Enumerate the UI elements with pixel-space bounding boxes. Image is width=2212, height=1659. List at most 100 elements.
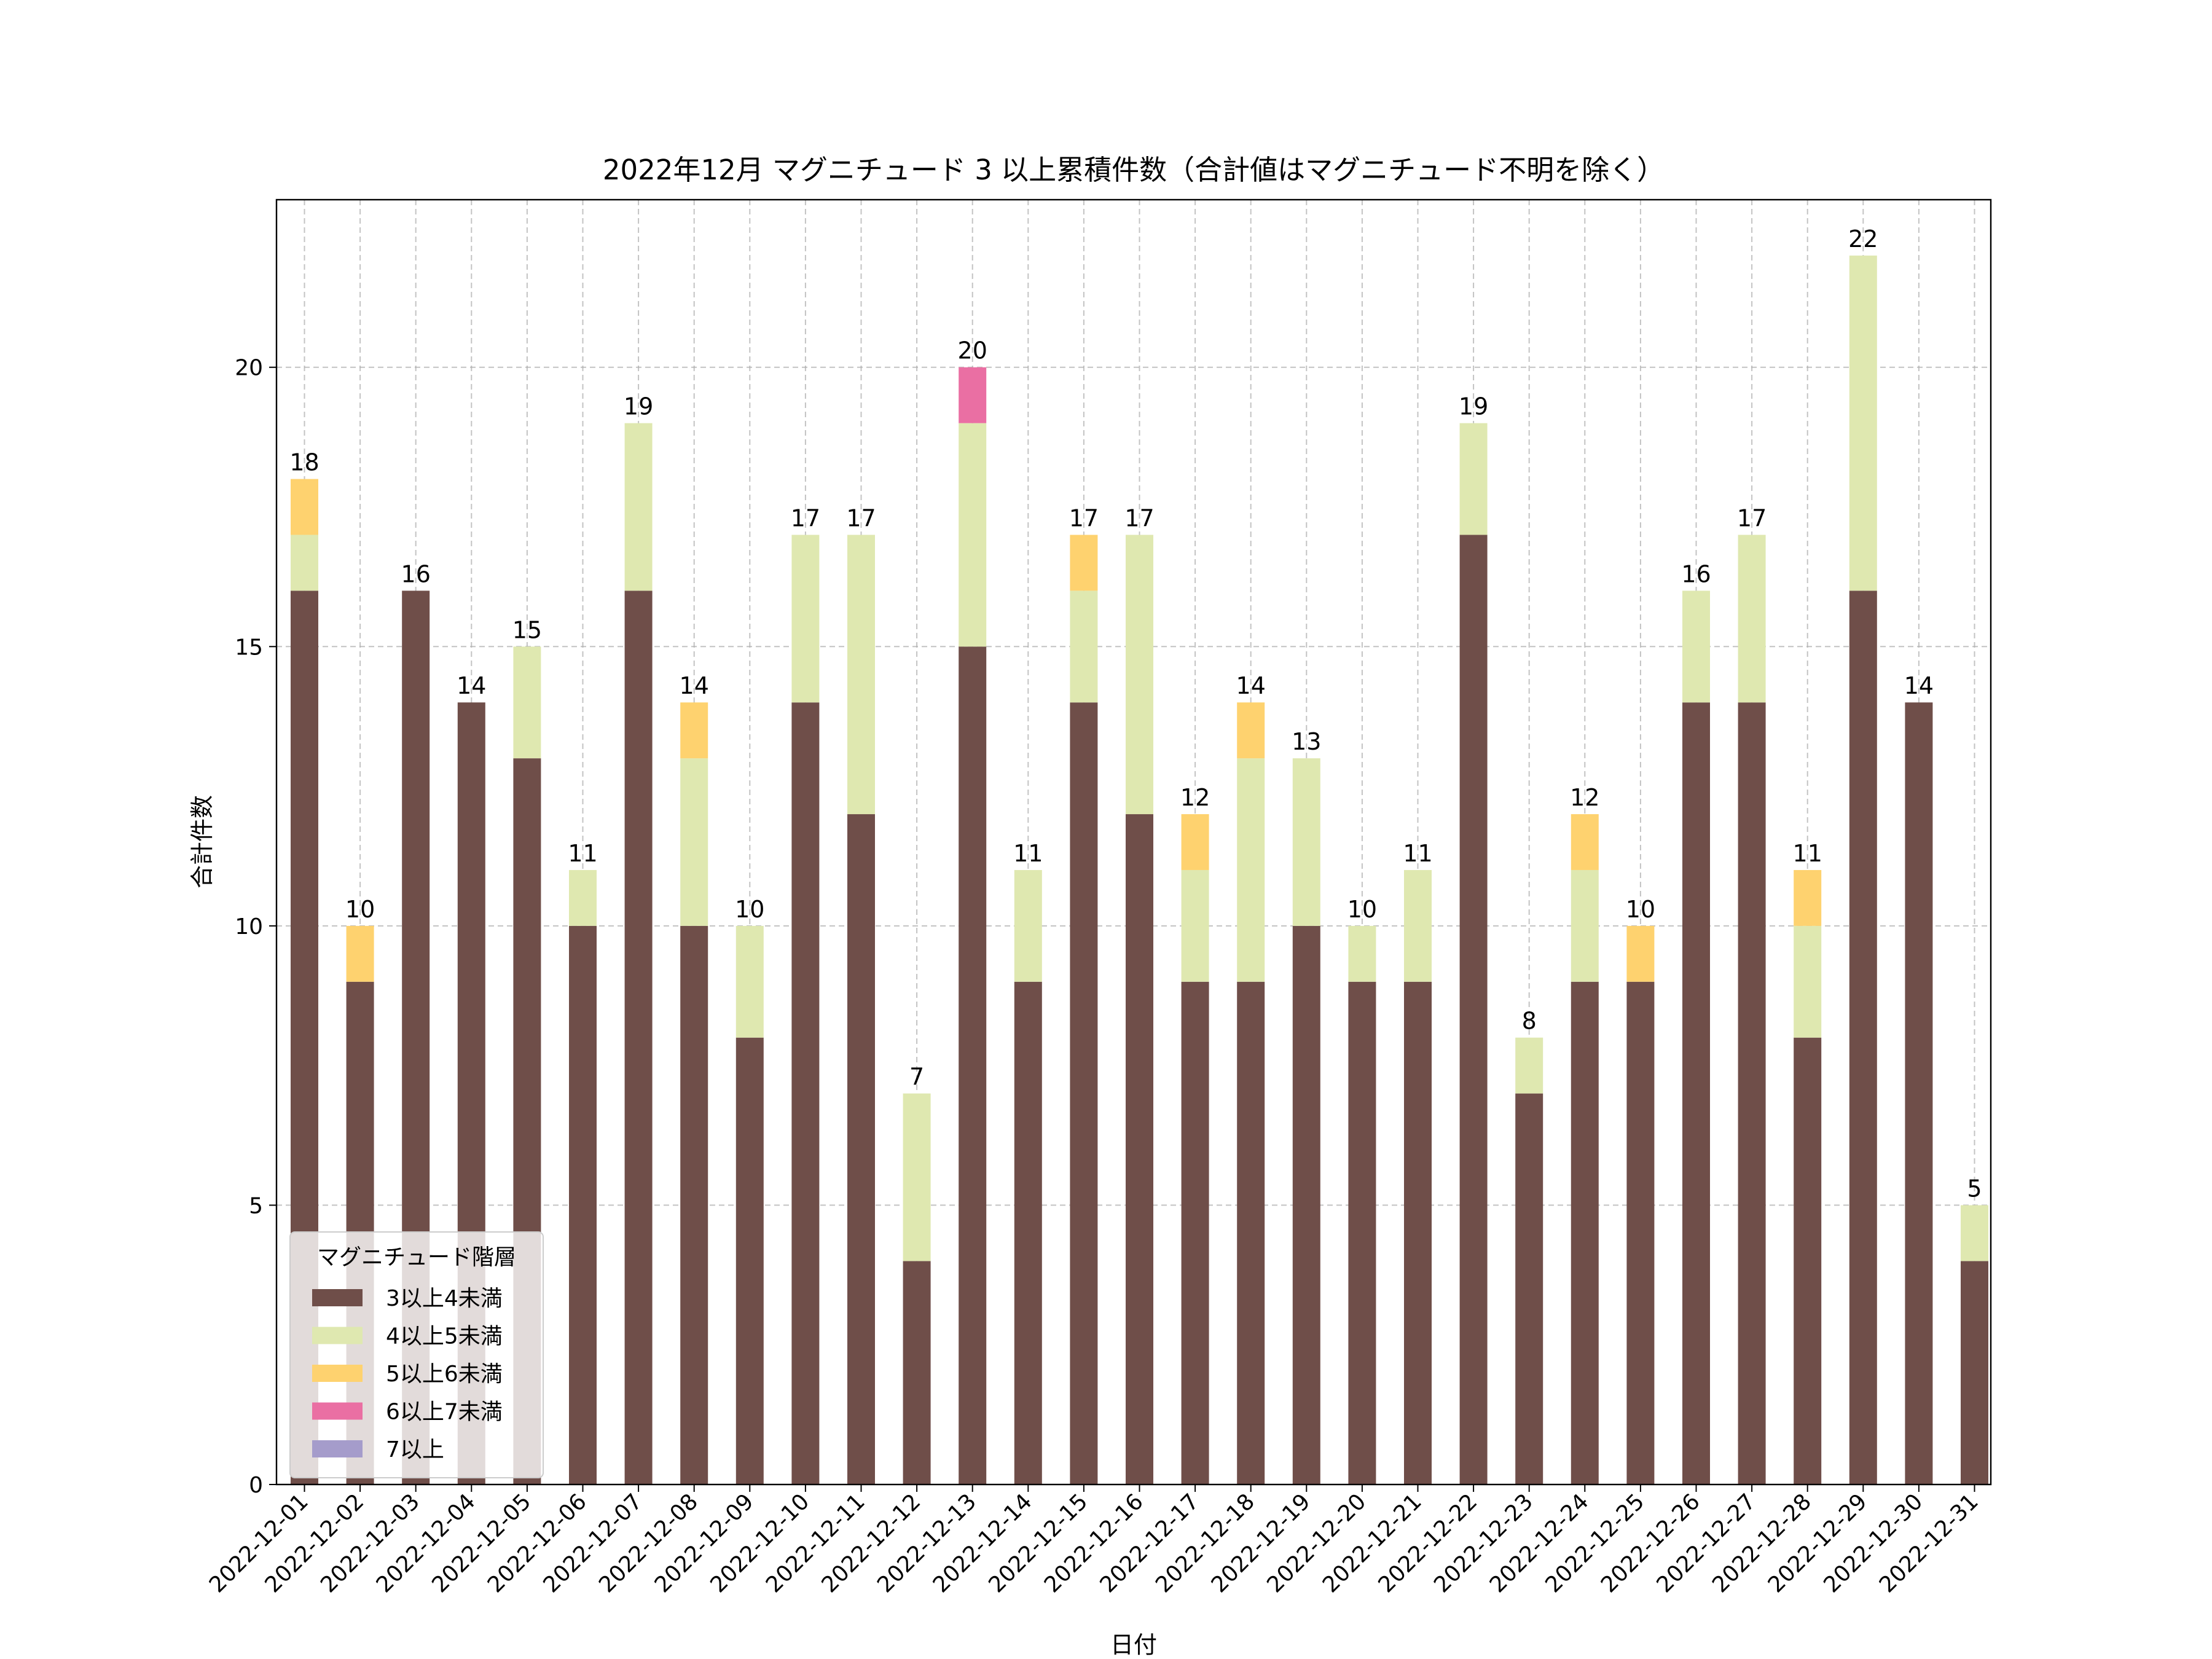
total-label: 5 [1967, 1175, 1982, 1202]
bar-segment-2022-12-25-series-2 [1626, 925, 1655, 982]
legend: マグニチュード階層 3以上4未満 4以上5未満 5以上6未満 6以上7未満 7以上 [289, 1231, 544, 1478]
legend-swatch-3 [312, 1402, 363, 1420]
legend-label-2: 5以上6未満 [386, 1362, 503, 1387]
bar-segment-2022-12-24-series-0 [1571, 981, 1599, 1484]
bar-segment-2022-12-19-series-1 [1292, 758, 1320, 926]
x-axis-label: 日付 [1110, 1631, 1157, 1658]
total-label: 11 [568, 840, 597, 867]
bar-segment-2022-12-18-series-2 [1237, 702, 1265, 759]
bar-segment-2022-12-28-series-0 [1794, 1037, 1822, 1484]
legend-swatch-2 [312, 1365, 363, 1382]
legend-label-0: 3以上4未満 [386, 1286, 503, 1311]
bar-segment-2022-12-11-series-1 [847, 535, 875, 815]
bar-segment-2022-12-01-series-1 [291, 535, 318, 591]
bar-segment-2022-12-17-series-2 [1181, 814, 1209, 870]
bar-segment-2022-12-14-series-1 [1014, 869, 1042, 982]
legend-swatch-0 [312, 1289, 363, 1306]
y-tick-label: 0 [249, 1473, 263, 1498]
bar-segment-2022-12-08-series-0 [680, 925, 708, 1484]
bar-segment-2022-12-15-series-1 [1070, 590, 1098, 703]
total-label: 16 [401, 560, 431, 587]
bar-segment-2022-12-08-series-2 [680, 702, 708, 759]
bar-segment-2022-12-17-series-0 [1181, 981, 1209, 1484]
bar-segment-2022-12-20-series-0 [1348, 981, 1376, 1484]
bar-segment-2022-12-26-series-0 [1682, 702, 1710, 1484]
total-label: 20 [958, 337, 987, 364]
bar-segment-2022-12-18-series-1 [1237, 758, 1265, 982]
total-label: 14 [457, 672, 486, 699]
bar-segment-2022-12-11-series-0 [847, 814, 875, 1484]
bar-segment-2022-12-10-series-1 [791, 535, 820, 703]
bar-segment-2022-12-13-series-1 [959, 423, 987, 647]
total-label: 22 [1848, 226, 1878, 253]
total-label: 11 [1793, 840, 1822, 867]
bar-segment-2022-12-15-series-0 [1070, 702, 1098, 1484]
bar-segment-2022-12-21-series-1 [1404, 869, 1432, 982]
bar-segment-2022-12-31-series-1 [1961, 1205, 1988, 1261]
total-label: 19 [1459, 393, 1488, 420]
total-label: 17 [1069, 504, 1099, 531]
totals-layer: 18 10 16 14 15 11 19 14 10 17 17 7 20 11 17 17 12 14 13 10 1… [289, 226, 1982, 1202]
total-label: 12 [1570, 784, 1599, 811]
plot-frame [275, 198, 1992, 1486]
bar-segment-2022-12-21-series-0 [1404, 981, 1432, 1484]
total-label: 14 [680, 672, 709, 699]
total-label: 12 [1180, 784, 1210, 811]
bar-segment-2022-12-22-series-1 [1459, 423, 1488, 535]
legend-label-1: 4以上5未満 [386, 1324, 503, 1349]
bar-segment-2022-12-10-series-0 [791, 702, 820, 1484]
total-label: 14 [1904, 672, 1934, 699]
total-label: 13 [1292, 728, 1321, 755]
bar-segment-2022-12-23-series-1 [1515, 1037, 1543, 1094]
total-label: 10 [1347, 896, 1377, 923]
total-label: 18 [289, 449, 319, 476]
total-label: 15 [512, 616, 542, 643]
bar-segment-2022-12-13-series-3 [959, 367, 987, 423]
bar-segment-2022-12-19-series-0 [1292, 925, 1320, 1484]
bar-segment-2022-12-29-series-1 [1849, 255, 1877, 591]
bar-segment-2022-12-27-series-0 [1738, 702, 1766, 1484]
bar-segment-2022-12-07-series-1 [624, 423, 653, 591]
legend-label-4: 7以上 [386, 1437, 444, 1462]
legend-entries: 3以上4未満 4以上5未満 5以上6未満 6以上7未満 7以上 [312, 1286, 503, 1462]
bar-segment-2022-12-26-series-1 [1682, 590, 1710, 703]
bar-segment-2022-12-24-series-1 [1571, 869, 1599, 982]
bar-segment-2022-12-29-series-0 [1849, 590, 1877, 1484]
legend-swatch-1 [312, 1327, 363, 1344]
bar-segment-2022-12-24-series-2 [1571, 814, 1599, 870]
legend-title: マグニチュード階層 [317, 1245, 516, 1270]
total-label: 11 [1403, 840, 1432, 867]
total-label: 7 [909, 1064, 924, 1091]
y-tick-label: 15 [235, 635, 263, 660]
bar-segment-2022-12-16-series-1 [1126, 535, 1153, 815]
total-label: 17 [1737, 504, 1767, 531]
bar-segment-2022-12-07-series-0 [624, 590, 653, 1484]
total-label: 10 [345, 896, 375, 923]
bar-segment-2022-12-25-series-0 [1626, 981, 1655, 1484]
bar-segment-2022-12-06-series-0 [569, 925, 597, 1484]
bar-segment-2022-12-18-series-0 [1237, 981, 1265, 1484]
total-label: 10 [1626, 896, 1655, 923]
total-label: 10 [735, 896, 764, 923]
bar-segment-2022-12-31-series-0 [1961, 1261, 1988, 1484]
bar-segment-2022-12-15-series-2 [1070, 535, 1098, 591]
total-label: 11 [1013, 840, 1043, 867]
y-tick-label: 5 [249, 1193, 263, 1218]
bars-layer [291, 255, 1988, 1484]
bar-segment-2022-12-14-series-0 [1014, 981, 1042, 1484]
bar-segment-2022-12-09-series-1 [735, 925, 764, 1038]
bar-segment-2022-12-27-series-1 [1738, 535, 1766, 703]
total-label: 19 [624, 393, 653, 420]
bar-segment-2022-12-08-series-1 [680, 758, 708, 926]
bar-segment-2022-12-12-series-0 [903, 1261, 931, 1484]
bar-segment-2022-12-02-series-2 [346, 925, 374, 982]
bar-segment-2022-12-28-series-1 [1794, 925, 1822, 1038]
total-label: 14 [1236, 672, 1266, 699]
bar-segment-2022-12-17-series-1 [1181, 869, 1209, 982]
y-tick-label: 20 [235, 356, 263, 381]
bar-segment-2022-12-28-series-2 [1794, 869, 1822, 926]
bar-segment-2022-12-16-series-0 [1126, 814, 1153, 1484]
bar-segment-2022-12-13-series-0 [959, 646, 987, 1484]
bar-segment-2022-12-20-series-1 [1348, 925, 1376, 982]
